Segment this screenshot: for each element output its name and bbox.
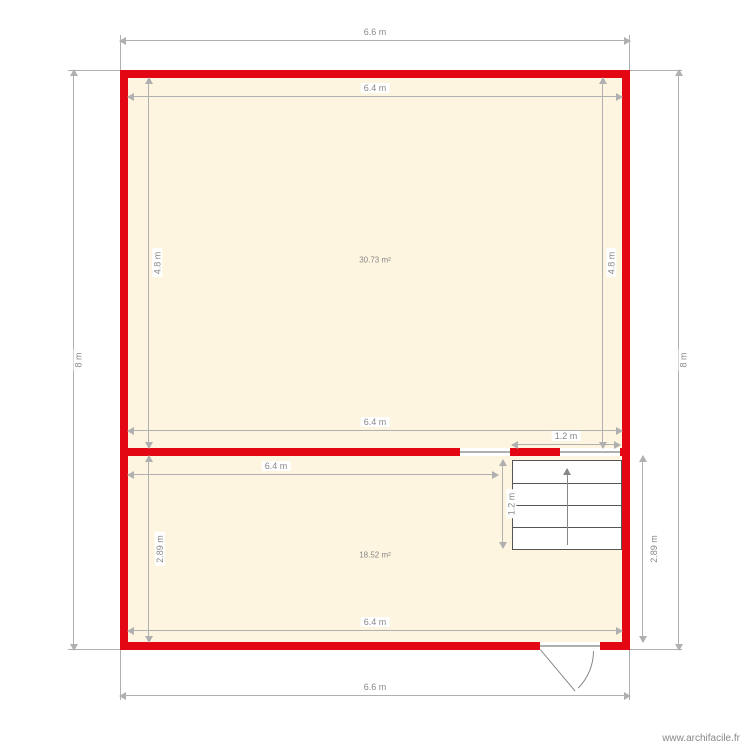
dim-label: 1.2 m: [506, 490, 516, 519]
partition-opening-right-line: [560, 451, 620, 453]
dim-label: 2.89 m: [649, 532, 659, 566]
room-bottom-area-label: 18.52 m²: [359, 551, 391, 560]
partition-opening-left-line: [460, 451, 510, 453]
dim-label: 6.4 m: [361, 617, 390, 627]
dim-inner-top: 6.4 m: [128, 96, 622, 98]
door-sill-bottom: [540, 645, 600, 647]
stairs-icon: [512, 460, 622, 550]
dim-label: 6.4 m: [262, 461, 291, 471]
dim-label: 6.4 m: [361, 83, 390, 93]
dim-label: 1.2 m: [552, 431, 581, 441]
dim-label: 2.89 m: [155, 532, 165, 566]
dim-outer-bottom: 6.6 m: [120, 695, 630, 697]
dim-label: 4.8 m: [606, 249, 616, 278]
dim-outer-right: 8 m: [678, 70, 680, 650]
dim-outer-top: 6.6 m: [120, 40, 630, 42]
dim-inner-bottom: 6.4 m: [128, 630, 622, 632]
dim-label: 6.6 m: [361, 682, 390, 692]
dim-label: 8 m: [679, 349, 689, 370]
dim-inner-left-bot: 2.89 m: [148, 456, 150, 642]
dim-stairs-h: 1.2 m: [502, 460, 504, 548]
wall-top: [120, 70, 630, 78]
dim-inner-right-top: 4.8 m: [602, 78, 604, 448]
dim-label: 8 m: [74, 349, 84, 370]
watermark-text: www.archifacile.fr: [662, 733, 740, 744]
dim-outer-left: 8 m: [73, 70, 75, 650]
room-top-area-label: 30.73 m²: [359, 256, 391, 265]
dim-stairs-w: 1.2 m: [512, 444, 620, 446]
wall-right: [622, 70, 630, 650]
floor-plan-canvas: 30.73 m² 18.52 m² 6.6 m 6.6 m 8 m 8 m 6.…: [0, 0, 750, 750]
wall-left: [120, 70, 128, 650]
dim-label: 6.4 m: [361, 417, 390, 427]
dim-inner-left-top: 4.8 m: [148, 78, 150, 448]
dim-inner-mid-above: 6.4 m: [128, 430, 622, 432]
wall-partition: [120, 448, 630, 456]
dim-inner-mid-below: 6.4 m: [128, 474, 498, 476]
dim-label: 4.8 m: [152, 249, 162, 278]
dim-label: 6.6 m: [361, 27, 390, 37]
dim-inner-right-bot: 2.89 m: [642, 456, 644, 642]
